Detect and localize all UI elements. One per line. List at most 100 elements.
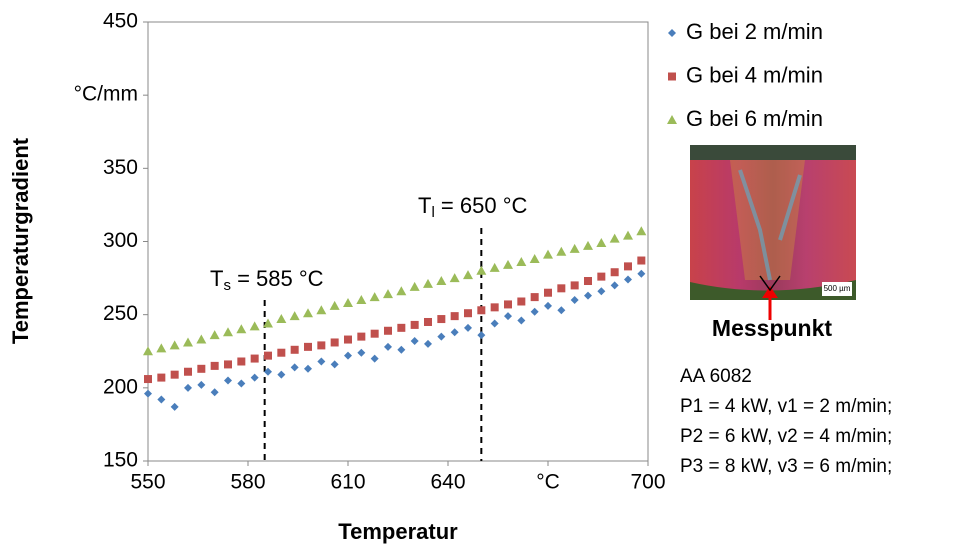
legend-marker [668,72,676,81]
data-point [396,286,407,296]
data-point [196,334,207,344]
data-point [370,329,379,338]
data-point [250,373,259,382]
data-point [489,262,500,272]
data-point [184,367,192,376]
data-point [290,363,299,372]
note-line: AA 6082 [680,366,752,387]
data-point [383,289,393,299]
y-tick-label: 300 [103,229,138,252]
note-line: P3 = 8 kW, v3 = 6 m/min; [680,456,892,477]
x-tick-label: °C [536,471,560,494]
data-point [584,291,592,300]
data-point [503,259,513,269]
data-point [384,326,392,335]
data-point [636,226,647,236]
data-point [450,328,459,337]
data-point [463,270,473,280]
plot-frame [147,21,649,462]
data-point [370,354,379,363]
data-point [637,256,646,265]
data-point [597,287,606,296]
image-caption: Messpunkt [712,315,832,341]
data-point [477,331,486,340]
data-point [156,343,167,353]
annotation-sub: l [431,204,434,221]
data-point [517,297,526,306]
annotation-label: Ts = 585 °C [210,266,324,294]
annotation-rest: = 585 °C [231,266,324,291]
data-point [210,361,219,370]
data-point [504,312,512,321]
data-point [544,301,552,310]
data-point [276,314,287,324]
data-point [316,305,327,315]
data-point [237,379,246,388]
data-point [437,332,446,341]
data-point [596,237,607,247]
legend-label: G bei 4 m/min [686,62,823,87]
y-axis-title: Temperaturgradient [8,137,33,344]
data-point [277,370,286,379]
data-point [237,357,246,366]
annotation-rest: = 650 °C [435,193,528,218]
data-point [530,293,539,302]
data-point [169,340,180,350]
data-point [224,376,232,385]
y-tick-label: °C/mm [74,83,138,106]
data-point [157,373,166,382]
data-point [556,246,567,256]
data-point [490,303,499,312]
data-point [249,321,260,331]
data-point [264,367,272,376]
x-tick-label: 580 [230,471,265,494]
data-point [517,316,526,325]
data-point [557,306,566,315]
data-point [144,389,152,398]
image-scale: 500 µm [824,284,851,293]
data-point [223,327,233,337]
data-point [397,345,406,354]
data-point [384,342,392,351]
data-point [197,364,206,373]
y-tick-label: 200 [103,375,138,398]
data-point [424,317,432,326]
data-point [304,364,312,373]
data-point [464,309,472,318]
data-point [170,402,179,411]
data-point [356,295,367,305]
data-point [410,320,419,329]
note-line: P2 = 6 kW, v2 = 4 m/min; [680,426,892,447]
data-point [584,277,592,286]
data-point [610,281,619,290]
data-point [557,284,566,293]
data-point [624,262,632,271]
data-point [477,306,486,315]
note-line: P1 = 4 kW, v1 = 2 m/min; [680,396,892,417]
x-axis-title: Temperatur [338,519,458,544]
data-point [530,307,539,316]
data-point [637,269,646,278]
data-point [330,360,339,369]
data-point [210,388,219,397]
x-tick-label: 700 [630,471,665,494]
data-point [544,288,552,297]
data-point [290,345,299,354]
data-point [543,249,553,259]
data-point [224,360,232,369]
data-point [209,330,220,340]
data-point [436,276,447,286]
data-point [250,354,259,363]
data-point [263,318,273,328]
data-point [449,273,460,283]
data-point [609,233,620,243]
data-point [357,348,366,357]
data-point [143,346,153,356]
data-point [424,339,432,348]
data-point [490,319,499,328]
data-point [570,296,579,305]
annotation-main: T [210,266,223,291]
data-point [329,300,340,310]
data-point [610,268,619,277]
